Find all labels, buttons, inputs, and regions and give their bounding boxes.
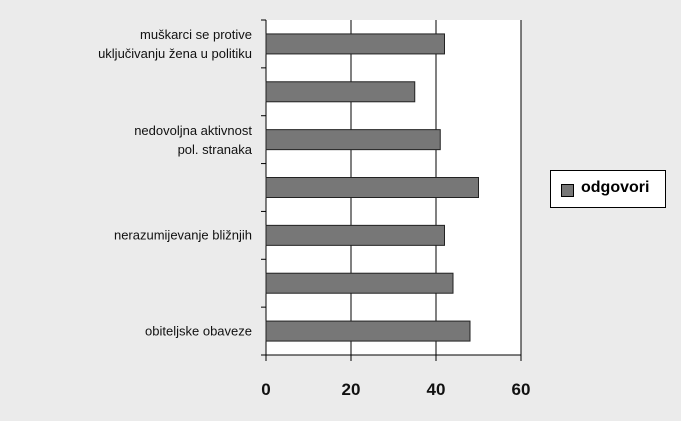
y-tick-label: nerazumijevanje bližnjih (113, 227, 252, 243)
x-tick-label: 40 (427, 380, 446, 399)
x-tick-label: 60 (512, 380, 531, 399)
bar (265, 320, 471, 342)
bar (265, 272, 454, 294)
y-tick-label: obiteljske obaveze (145, 323, 252, 339)
bar (265, 224, 445, 246)
bar (265, 33, 445, 55)
legend: odgovori (550, 170, 666, 208)
x-tick-label: 20 (342, 380, 361, 399)
x-tick-label: 0 (261, 380, 270, 399)
legend-swatch (561, 184, 574, 197)
bar (265, 177, 479, 198)
y-tick-label: muškarci se protive uključivanju žena u … (98, 26, 252, 61)
bar (265, 129, 441, 151)
bar (265, 81, 416, 103)
legend-label: odgovori (581, 179, 650, 196)
y-tick-label: nedovoljna aktivnost pol. stranaka (134, 122, 252, 157)
